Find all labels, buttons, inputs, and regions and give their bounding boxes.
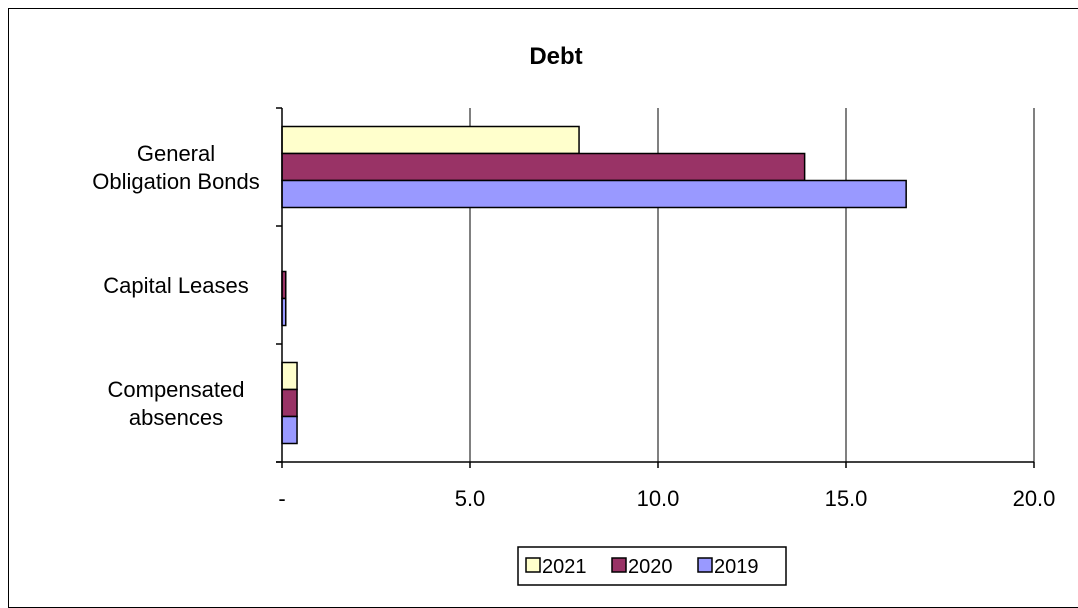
x-tick-label: 20.0	[1013, 486, 1056, 511]
category-label: Obligation Bonds	[92, 169, 260, 194]
bar-2019-2	[281, 415, 298, 445]
category-label: Capital Leases	[103, 273, 249, 298]
x-tick-label: -	[278, 486, 285, 511]
x-tick-labels: - 5.0 10.0 15.0 20.0	[278, 486, 1055, 511]
legend-swatch-2021	[525, 557, 541, 573]
legend-box	[517, 546, 787, 586]
category-labels: General Obligation Bonds Capital Leases Com…	[92, 141, 260, 430]
category-label: General	[137, 141, 215, 166]
bar-2021-2	[281, 361, 298, 391]
bar-2019-0	[281, 179, 907, 209]
legend-swatch-2019	[697, 557, 713, 573]
x-tick-label: 10.0	[637, 486, 680, 511]
bar-2021-0	[281, 125, 580, 155]
legend-label-2020: 2020	[628, 556, 673, 578]
x-tick-label: 5.0	[455, 486, 486, 511]
debt-chart: Debt General Obligation Bonds Capital Leas…	[92, 43, 1055, 586]
x-tick-label: 15.0	[825, 486, 868, 511]
chart-title: Debt	[529, 43, 582, 70]
legend-swatch-2020	[611, 557, 627, 573]
legend-label-2019: 2019	[714, 556, 759, 578]
axes	[276, 107, 1035, 468]
legend-label-2021: 2021	[542, 556, 587, 578]
category-label: absences	[129, 405, 223, 430]
bars	[281, 125, 907, 445]
category-label: Compensated	[108, 377, 245, 402]
bar-2020-0	[281, 152, 806, 182]
bar-2020-2	[281, 388, 298, 418]
legend: 2021 2020 2019	[517, 546, 787, 586]
